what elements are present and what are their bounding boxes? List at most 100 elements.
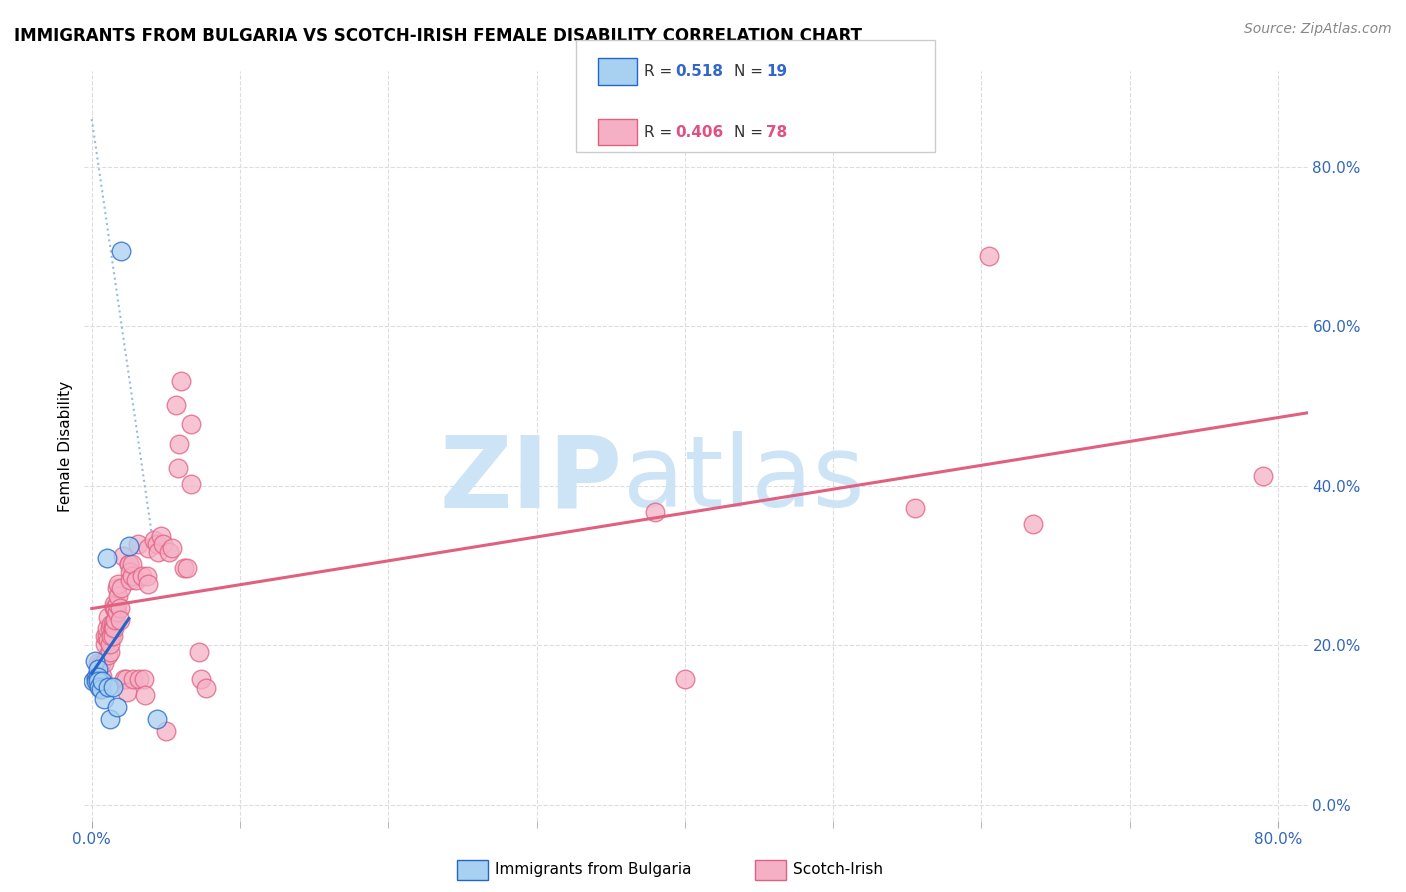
Text: 19: 19 xyxy=(766,64,787,78)
Text: ZIP: ZIP xyxy=(440,431,623,528)
Text: 0.518: 0.518 xyxy=(675,64,723,78)
Point xyxy=(97,648,120,662)
Point xyxy=(146,712,169,726)
Point xyxy=(103,600,125,615)
Point xyxy=(644,505,666,519)
Point xyxy=(120,565,142,579)
Point xyxy=(96,621,118,635)
Point xyxy=(110,244,132,258)
Point xyxy=(107,589,129,603)
Point xyxy=(110,581,132,595)
Point xyxy=(98,637,121,651)
Text: Source: ZipAtlas.com: Source: ZipAtlas.com xyxy=(1244,22,1392,37)
Point xyxy=(143,533,166,547)
Point xyxy=(101,629,124,643)
Point xyxy=(977,249,1000,263)
Point xyxy=(112,672,135,686)
Point xyxy=(98,645,121,659)
Point xyxy=(118,557,141,571)
Point xyxy=(152,537,174,551)
Point xyxy=(111,549,134,563)
Point xyxy=(118,539,141,553)
Point xyxy=(84,672,107,686)
Point xyxy=(97,632,120,647)
Point xyxy=(104,600,127,615)
Point xyxy=(136,541,159,555)
Point xyxy=(176,561,198,575)
Point xyxy=(118,557,141,571)
Point xyxy=(91,668,114,682)
Point xyxy=(108,613,131,627)
Point xyxy=(136,577,159,591)
Point xyxy=(101,616,124,631)
Point xyxy=(86,656,108,670)
Point xyxy=(167,437,190,451)
Point xyxy=(97,680,120,694)
Text: atlas: atlas xyxy=(623,431,865,528)
Text: Immigrants from Bulgaria: Immigrants from Bulgaria xyxy=(495,863,692,877)
Point xyxy=(90,657,112,672)
Point xyxy=(93,656,115,670)
Point xyxy=(105,597,128,611)
Point xyxy=(135,569,157,583)
Point xyxy=(107,577,129,591)
Point xyxy=(180,417,202,432)
Point xyxy=(89,680,111,694)
Text: Scotch-Irish: Scotch-Irish xyxy=(793,863,883,877)
Point xyxy=(121,557,143,571)
Point xyxy=(104,613,127,627)
Point xyxy=(180,477,202,491)
Point xyxy=(94,637,117,651)
Point xyxy=(128,672,150,686)
Point xyxy=(187,645,209,659)
Point xyxy=(84,670,107,684)
Point xyxy=(131,569,153,583)
Point xyxy=(83,654,105,668)
Point xyxy=(117,684,139,698)
Point xyxy=(82,674,104,689)
Point xyxy=(105,605,128,619)
Text: R =: R = xyxy=(644,64,678,78)
Point xyxy=(155,724,177,739)
Point xyxy=(194,681,217,695)
Point xyxy=(125,573,148,587)
Point xyxy=(101,621,124,635)
Y-axis label: Female Disability: Female Disability xyxy=(58,380,73,512)
Point xyxy=(93,692,115,706)
Point xyxy=(91,674,114,689)
Point xyxy=(105,700,128,714)
Point xyxy=(146,537,169,551)
Text: R =: R = xyxy=(644,125,678,139)
Point xyxy=(86,674,108,689)
Text: IMMIGRANTS FROM BULGARIA VS SCOTCH-IRISH FEMALE DISABILITY CORRELATION CHART: IMMIGRANTS FROM BULGARIA VS SCOTCH-IRISH… xyxy=(14,27,862,45)
Point xyxy=(673,672,696,686)
Point xyxy=(132,672,155,686)
Point xyxy=(98,712,121,726)
Point xyxy=(121,569,143,583)
Point xyxy=(170,374,193,388)
Point xyxy=(105,581,128,595)
Point xyxy=(160,541,183,555)
Point xyxy=(173,561,195,575)
Point xyxy=(166,461,188,475)
Point xyxy=(115,672,138,686)
Point xyxy=(86,662,108,676)
Point xyxy=(101,680,124,694)
Point xyxy=(84,674,107,689)
Point xyxy=(120,573,142,587)
Point xyxy=(904,501,927,516)
Point xyxy=(1251,469,1274,483)
Point xyxy=(122,672,145,686)
Point xyxy=(190,672,212,686)
Point xyxy=(103,597,125,611)
Point xyxy=(103,621,125,635)
Text: 78: 78 xyxy=(766,125,787,139)
Point xyxy=(100,616,122,631)
Point xyxy=(97,609,120,624)
Point xyxy=(94,629,117,643)
Point xyxy=(127,537,149,551)
Point xyxy=(148,545,170,559)
Point xyxy=(157,545,180,559)
Text: N =: N = xyxy=(734,64,768,78)
Point xyxy=(108,600,131,615)
